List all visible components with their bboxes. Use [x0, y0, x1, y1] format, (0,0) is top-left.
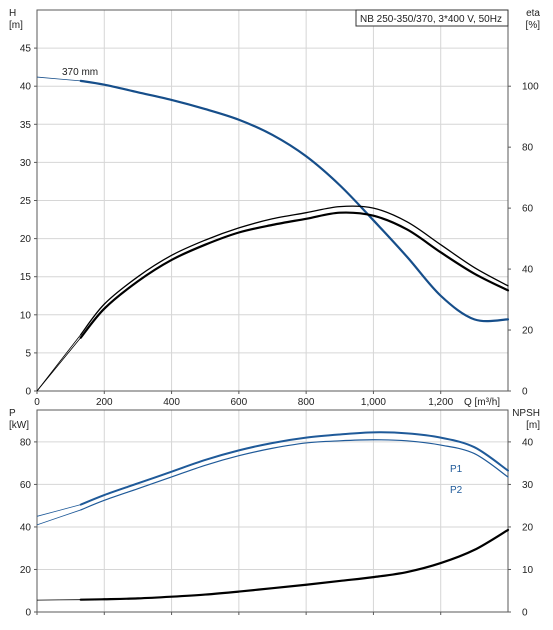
- y-right-tick-label: 0: [522, 387, 528, 398]
- chart-title: NB 250-350/370, 3*400 V, 50Hz: [360, 14, 502, 25]
- x-tick-label: 400: [163, 397, 180, 408]
- x-tick-label: 0: [34, 397, 40, 408]
- y-right-tick-label: 40: [522, 437, 534, 448]
- y-left-tick-label: 60: [20, 480, 32, 491]
- y-left-axis-title: P: [9, 408, 16, 419]
- plot-frame: [37, 410, 508, 612]
- y-right-axis-unit: [%]: [526, 20, 541, 31]
- y-left-axis-unit: [kW]: [9, 420, 29, 431]
- series-line: [81, 432, 508, 504]
- y-right-tick-label: 100: [522, 82, 539, 93]
- y-right-tick-label: 10: [522, 565, 534, 576]
- series-line: [81, 213, 508, 338]
- y-right-tick-label: 0: [522, 608, 528, 619]
- curve-label-370mm: 370 mm: [62, 67, 98, 78]
- y-right-tick-label: 20: [522, 326, 534, 337]
- y-left-tick-label: 35: [20, 120, 32, 131]
- x-tick-label: 200: [96, 397, 113, 408]
- series-line-extrapolated: [37, 505, 81, 517]
- x-tick-label: 600: [231, 397, 248, 408]
- y-right-axis-unit: [m]: [526, 420, 540, 431]
- y-right-axis-title: eta: [526, 8, 540, 19]
- y-right-tick-label: 20: [522, 522, 534, 533]
- power-npsh-panel: 0 20 40 60 80 0 10 20 30 40 P[kW] NPSH[m]: [9, 408, 540, 619]
- y-right-tick-label: 60: [522, 204, 534, 215]
- y-left-tick-label: 15: [20, 272, 32, 283]
- y-left-tick-label: 0: [25, 387, 31, 398]
- y-left-tick-label: 10: [20, 310, 32, 321]
- series-line-extrapolated: [37, 338, 81, 391]
- y-left-axis-title: H: [9, 8, 16, 19]
- y-left-tick-label: 25: [20, 196, 32, 207]
- y-right-tick-label: 40: [522, 265, 534, 276]
- y-right-tick-label: 80: [522, 143, 534, 154]
- y-left-tick-label: 0: [25, 608, 31, 619]
- series-line: [81, 530, 508, 600]
- y-left-tick-label: 30: [20, 158, 32, 169]
- y-left-tick-label: 40: [20, 522, 32, 533]
- legend-label-p1: P1: [450, 464, 463, 475]
- series-line-extrapolated: [37, 510, 81, 525]
- x-axis-label: Q [m³/h]: [464, 397, 500, 408]
- y-right-axis-title: NPSH: [512, 408, 540, 419]
- x-tick-label: 1,000: [361, 397, 386, 408]
- y-left-tick-label: 80: [20, 437, 32, 448]
- x-tick-label: 800: [298, 397, 315, 408]
- series-line: [81, 440, 508, 510]
- y-left-axis-unit: [m]: [9, 20, 23, 31]
- y-right-tick-label: 30: [522, 480, 534, 491]
- legend-label-p2: P2: [450, 485, 463, 496]
- y-left-tick-label: 20: [20, 234, 32, 245]
- y-left-tick-label: 20: [20, 565, 32, 576]
- y-left-tick-label: 40: [20, 82, 32, 93]
- y-left-tick-label: 5: [25, 348, 31, 359]
- y-left-tick-label: 45: [20, 44, 32, 55]
- series-line: [81, 206, 508, 335]
- x-tick-label: 1,200: [428, 397, 453, 408]
